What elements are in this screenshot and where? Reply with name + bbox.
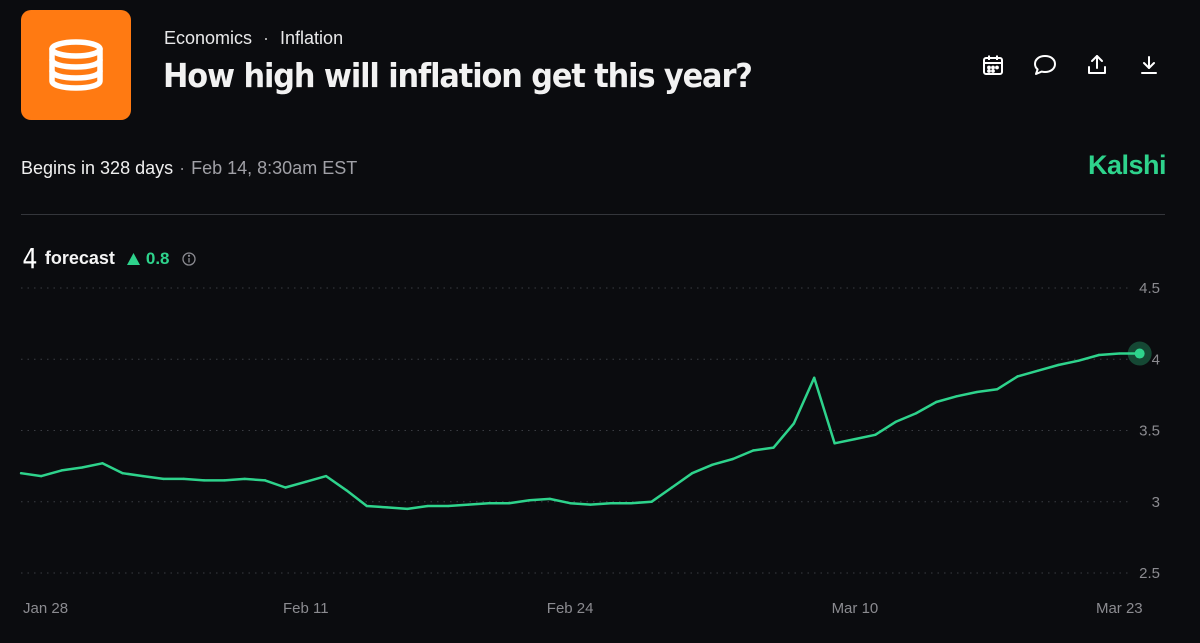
- data-point: [528, 499, 531, 502]
- breadcrumb-economics[interactable]: Economics: [164, 28, 253, 48]
- data-point: [853, 437, 857, 441]
- data-point: [385, 506, 389, 509]
- data-point: [772, 446, 775, 449]
- data-point: [40, 474, 43, 478]
- market-status: Begins in 328 days · Feb 14, 8:30am EST: [21, 158, 357, 179]
- info-icon[interactable]: [181, 251, 196, 266]
- share-button[interactable]: [1084, 50, 1110, 80]
- x-tick-label: Mar 10: [832, 600, 879, 617]
- y-tick-label: 3: [1152, 494, 1160, 511]
- status-separator: ·: [179, 158, 186, 178]
- data-point: [345, 489, 348, 492]
- data-point: [711, 463, 714, 466]
- x-tick-label: Feb 11: [283, 600, 329, 617]
- data-point: [223, 479, 226, 482]
- data-point: [162, 477, 165, 481]
- begins-countdown: Begins in 328 days: [21, 158, 174, 178]
- data-point: [1118, 352, 1121, 355]
- data-point: [650, 500, 653, 503]
- data-point: [548, 497, 552, 501]
- data-point: [80, 466, 84, 469]
- data-point: [507, 501, 511, 505]
- data-point: [406, 507, 409, 511]
- data-point: [690, 472, 694, 475]
- database-stack-icon: [49, 39, 103, 91]
- y-tick-label: 4: [1152, 351, 1160, 368]
- action-toolbar: [980, 50, 1162, 80]
- data-point: [1016, 375, 1019, 378]
- series-line: [20, 352, 1140, 511]
- divider: [21, 214, 1165, 215]
- forecast-value: 4: [22, 242, 38, 275]
- data-point: [446, 504, 450, 508]
- data-point: [487, 501, 491, 505]
- data-point: [365, 504, 368, 508]
- data-point: [19, 472, 23, 475]
- data-point: [914, 412, 918, 415]
- data-point: [568, 501, 572, 505]
- data-point: [589, 503, 592, 506]
- breadcrumb-inflation[interactable]: Inflation: [280, 28, 344, 48]
- data-point: [813, 376, 816, 379]
- x-tick-label: Feb 24: [547, 600, 594, 617]
- event-datetime: Feb 14, 8:30am EST: [191, 158, 358, 178]
- data-point: [304, 480, 307, 483]
- calendar-button[interactable]: [980, 50, 1006, 80]
- breadcrumb-separator: ·: [263, 28, 270, 48]
- data-point: [629, 501, 633, 505]
- x-tick-label: Jan 28: [23, 600, 68, 617]
- data-point: [996, 387, 999, 391]
- data-point: [975, 390, 979, 394]
- data-point: [324, 474, 328, 478]
- data-point: [1097, 353, 1101, 357]
- triangle-up-icon: [126, 252, 140, 265]
- kalshi-logo[interactable]: Kalshi: [1087, 150, 1167, 180]
- data-point: [670, 486, 674, 489]
- data-point: [426, 504, 429, 508]
- data-point: [792, 422, 796, 425]
- comment-button[interactable]: [1032, 50, 1058, 80]
- data-point: [1036, 369, 1040, 372]
- data-point: [1077, 359, 1080, 362]
- data-point: [263, 479, 267, 482]
- download-icon: [1141, 56, 1157, 74]
- category-logo: [21, 10, 131, 120]
- forecast-change-value: 0.8: [145, 248, 170, 268]
- data-point: [101, 462, 104, 465]
- share-upload-icon: [1088, 55, 1106, 74]
- forecast-change: 0.8: [126, 248, 170, 269]
- data-point: [467, 503, 470, 506]
- y-tick-label: 3.5: [1139, 423, 1160, 440]
- breadcrumb: Economics · Inflation: [164, 28, 343, 49]
- data-point: [141, 474, 145, 478]
- data-point: [752, 449, 755, 452]
- data-point: [284, 486, 287, 489]
- data-point: [935, 400, 938, 404]
- current-value-marker: [1134, 348, 1145, 359]
- data-point: [60, 469, 63, 472]
- data-point: [121, 472, 124, 475]
- download-button[interactable]: [1136, 50, 1162, 80]
- data-point: [1057, 363, 1060, 367]
- data-point: [243, 477, 246, 481]
- calendar-icon: [983, 55, 1003, 75]
- y-tick-label: 2.5: [1139, 565, 1160, 582]
- data-point: [202, 479, 206, 482]
- forecast-label: forecast: [44, 248, 115, 268]
- data-point: [894, 420, 897, 424]
- y-tick-label: 4.5: [1139, 280, 1160, 297]
- page-title: How high will inflation get this year?: [163, 56, 753, 95]
- data-point: [182, 477, 185, 481]
- x-tick-label: Mar 23: [1096, 600, 1143, 617]
- data-point: [833, 442, 836, 445]
- data-point: [874, 433, 877, 436]
- data-point: [609, 501, 613, 505]
- forecast-summary: 4 forecast 0.8: [21, 242, 196, 275]
- forecast-chart[interactable]: 4.5 4 3.5 3 2.5 Jan 28 Feb 11 Feb 24 Mar 10 Mar 2…: [0, 270, 1200, 643]
- comment-icon: [1034, 55, 1056, 75]
- data-point: [731, 457, 735, 461]
- data-point: [955, 395, 958, 398]
